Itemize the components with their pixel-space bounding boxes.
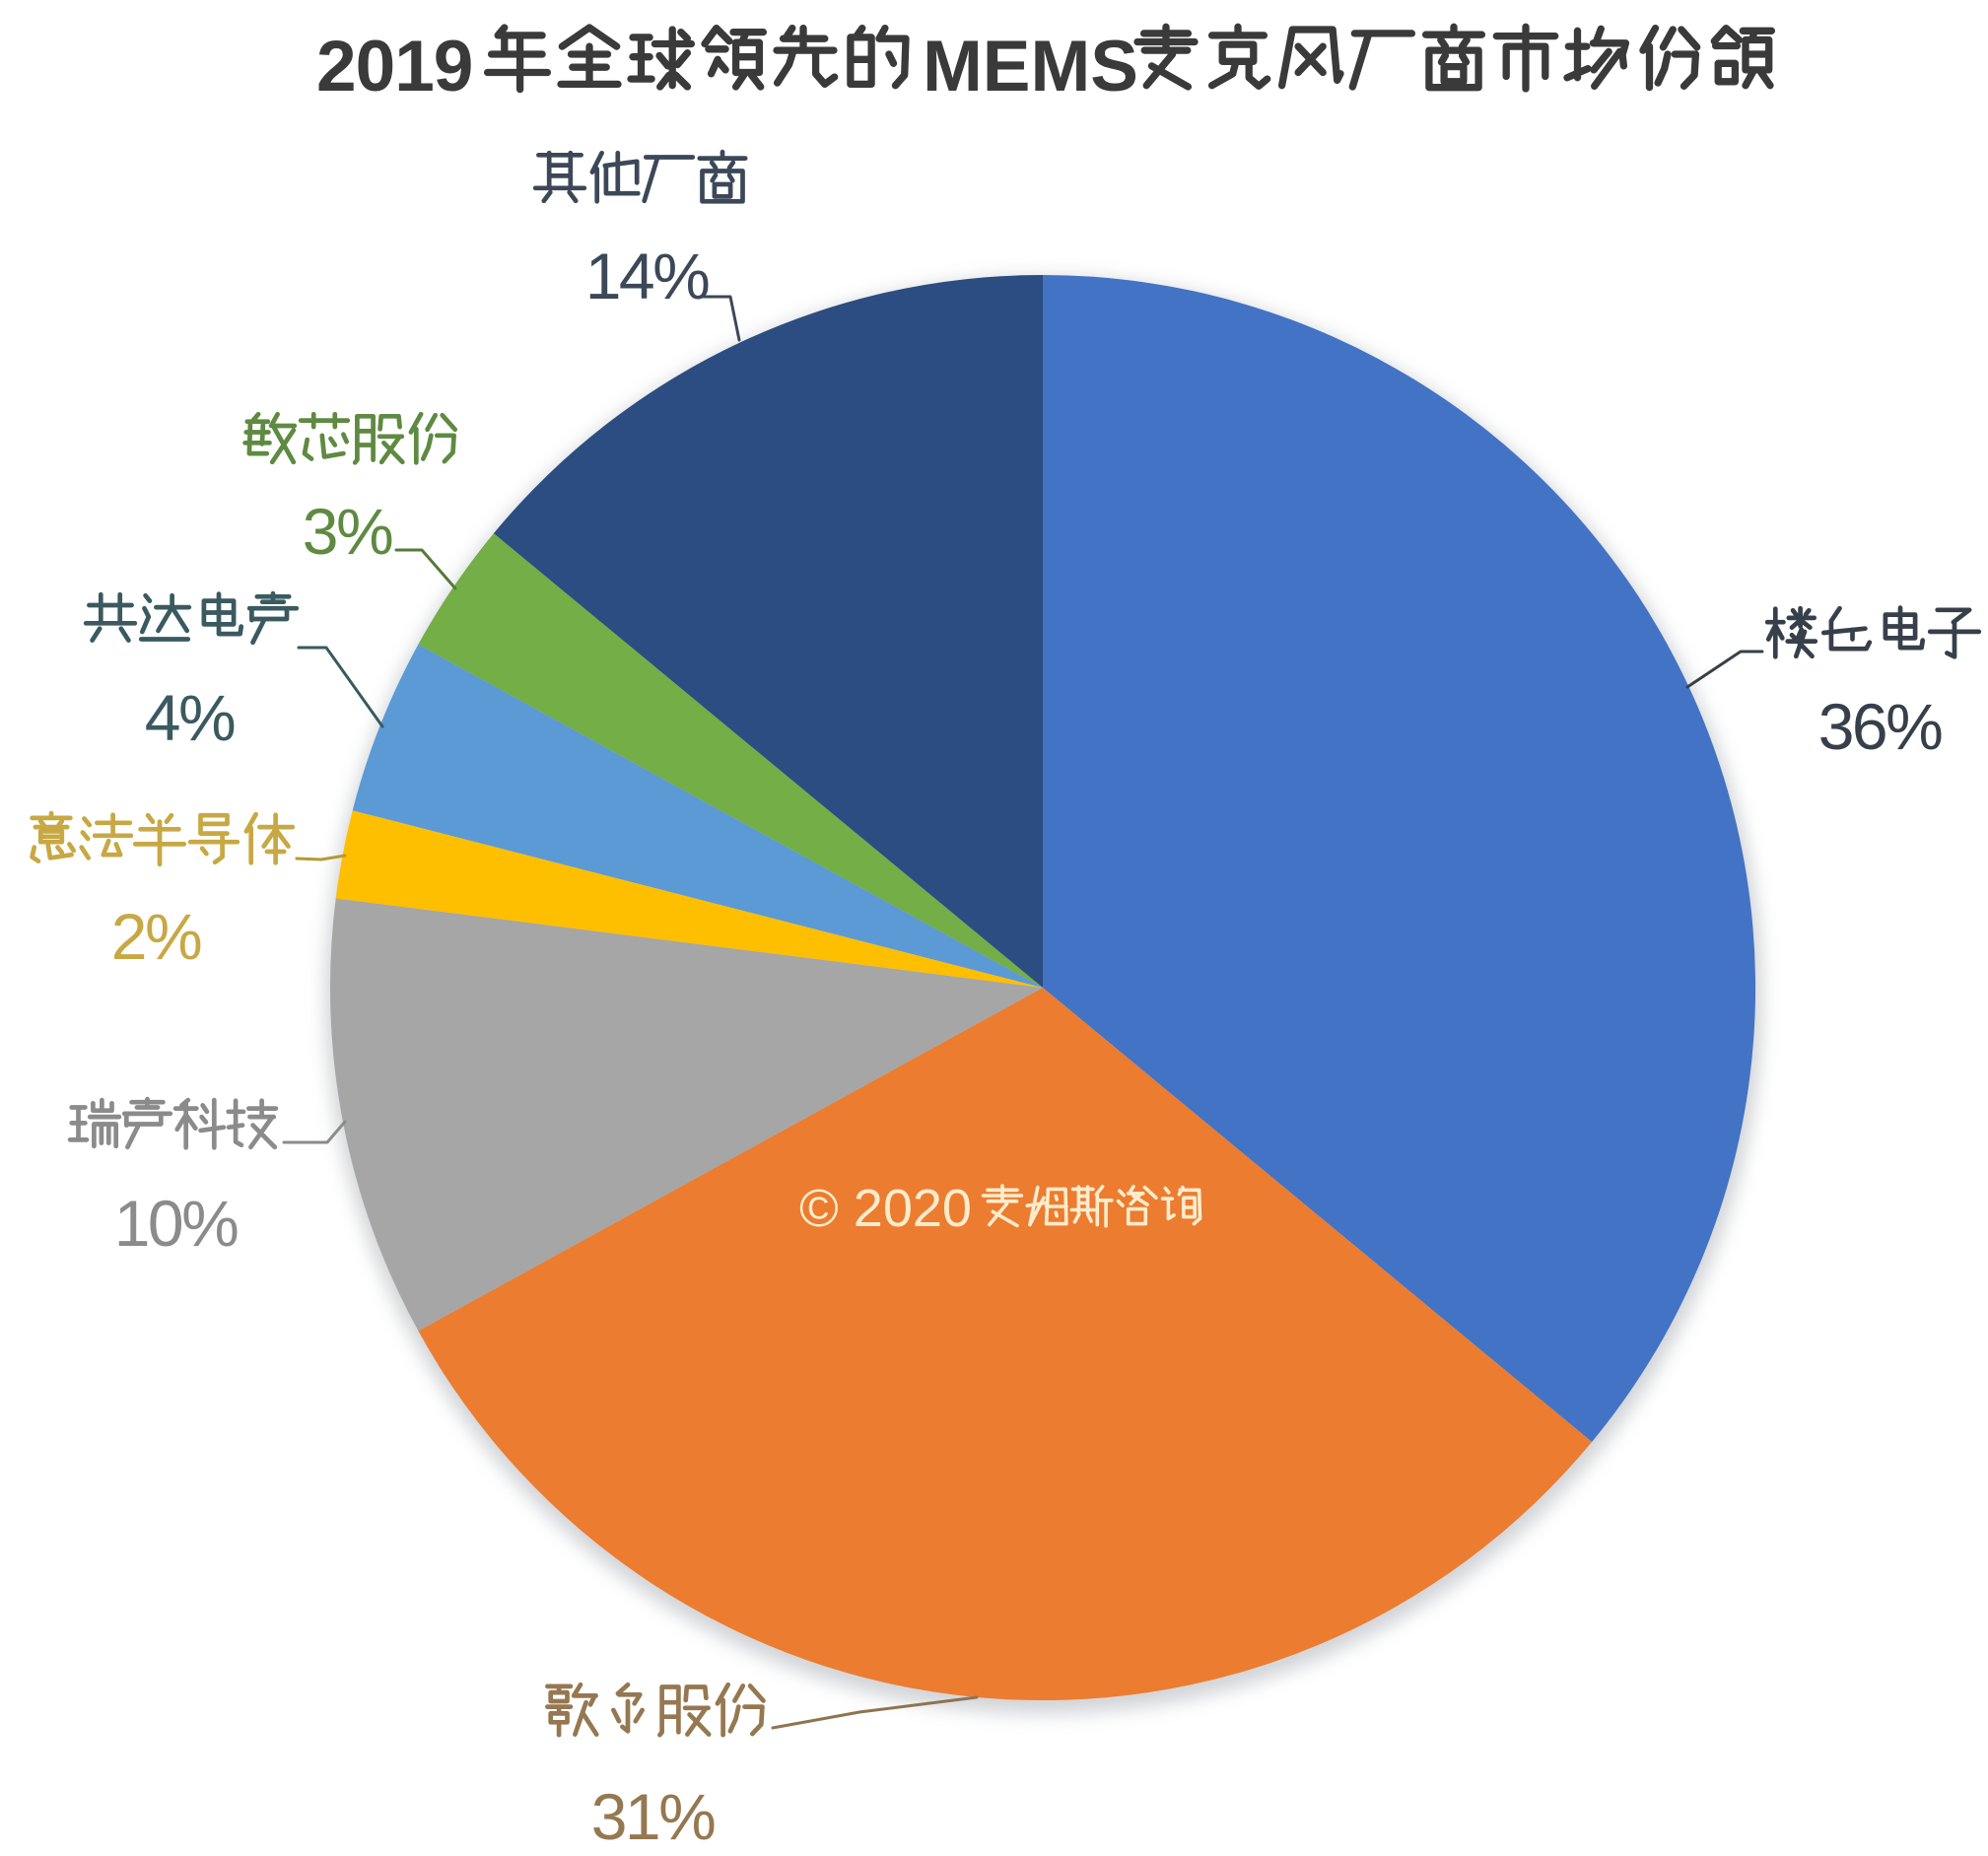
svg-text:2019: 2019 [316,27,472,106]
svg-text:4%: 4% [145,681,235,754]
svg-text:36%: 36% [1818,690,1942,763]
svg-text:3%: 3% [303,495,392,568]
svg-text:© 2020: © 2020 [799,1179,972,1238]
svg-text:14%: 14% [585,240,709,312]
svg-text:2%: 2% [111,900,201,973]
svg-text:31%: 31% [591,1780,715,1853]
svg-text:MEMS: MEMS [923,27,1138,106]
svg-text:10%: 10% [114,1187,238,1260]
